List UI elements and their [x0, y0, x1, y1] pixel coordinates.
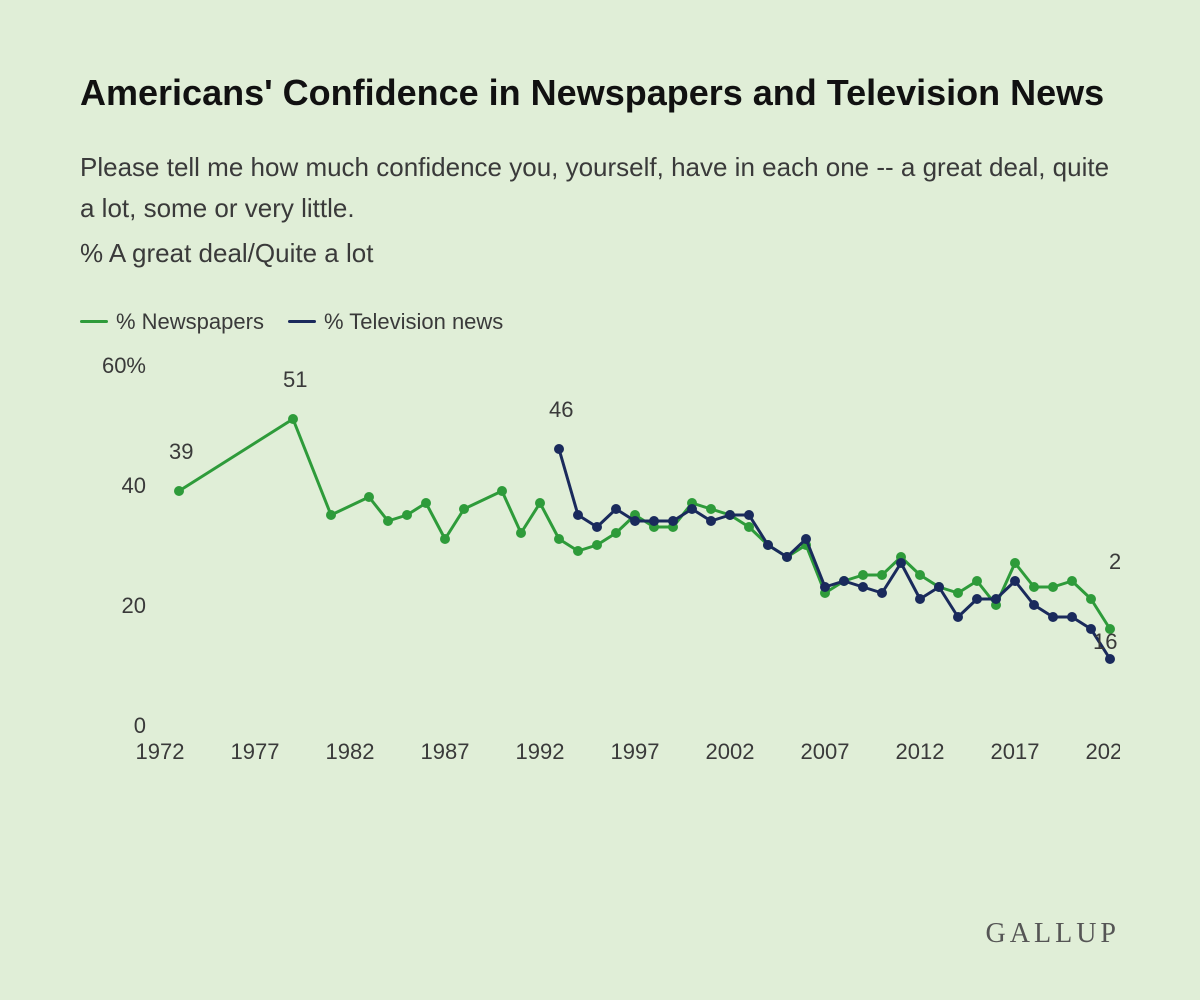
svg-text:60%: 60% [102, 353, 146, 378]
chart-measure: % A great deal/Quite a lot [80, 238, 1120, 269]
legend-label: % Newspapers [116, 309, 264, 335]
line-chart: 0 20 40 60% 1972 1977 1982 1987 1992 1997 2002 2007… [80, 345, 1120, 785]
svg-text:21: 21 [1109, 549, 1120, 574]
svg-text:1992: 1992 [516, 739, 565, 764]
legend-swatch [80, 320, 108, 323]
legend-swatch [288, 320, 316, 323]
svg-text:16: 16 [1093, 629, 1117, 654]
svg-text:2022: 2022 [1086, 739, 1120, 764]
svg-text:51: 51 [283, 367, 307, 392]
svg-text:40: 40 [122, 473, 146, 498]
svg-text:1982: 1982 [326, 739, 375, 764]
svg-text:2012: 2012 [896, 739, 945, 764]
svg-text:0: 0 [134, 713, 146, 738]
chart-area: 0 20 40 60% 1972 1977 1982 1987 1992 1997 2002 2007… [80, 345, 1120, 785]
svg-text:46: 46 [549, 397, 573, 422]
chart-card: Americans' Confidence in Newspapers and … [0, 0, 1200, 1000]
svg-text:2007: 2007 [801, 739, 850, 764]
legend-label: % Television news [324, 309, 503, 335]
chart-title: Americans' Confidence in Newspapers and … [80, 70, 1120, 117]
svg-text:1987: 1987 [421, 739, 470, 764]
svg-text:2002: 2002 [706, 739, 755, 764]
svg-text:1977: 1977 [231, 739, 280, 764]
legend: % Newspapers % Television news [80, 309, 1120, 335]
brand-logo: GALLUP [986, 918, 1120, 950]
svg-text:39: 39 [169, 439, 193, 464]
svg-text:20: 20 [122, 593, 146, 618]
svg-text:1972: 1972 [136, 739, 185, 764]
svg-text:1997: 1997 [611, 739, 660, 764]
svg-text:2017: 2017 [991, 739, 1040, 764]
legend-item-tv: % Television news [288, 309, 503, 335]
chart-subtitle: Please tell me how much confidence you, … [80, 147, 1120, 230]
legend-item-newspapers: % Newspapers [80, 309, 264, 335]
